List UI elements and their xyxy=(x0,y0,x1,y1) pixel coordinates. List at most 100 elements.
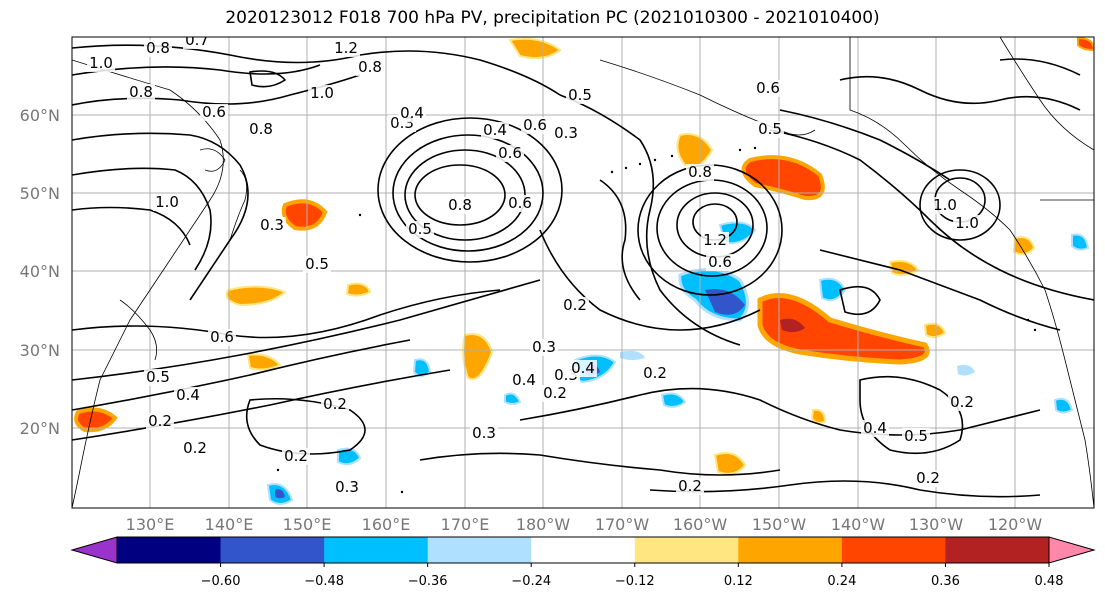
contour-label-bg xyxy=(146,413,174,430)
colorbar-right-arrow xyxy=(1049,537,1094,563)
contour-label-bg xyxy=(144,369,172,386)
colorbar-tick-label: −0.24 xyxy=(511,574,551,589)
lon-label: 130°E xyxy=(126,515,175,534)
lon-label: 140°E xyxy=(205,515,254,534)
lon-label: 170°W xyxy=(595,515,650,534)
contour-label: 0.4 xyxy=(512,371,536,389)
contour-label-bg xyxy=(208,329,236,346)
contour-label-bg xyxy=(701,232,729,249)
contour-label: 1.0 xyxy=(933,196,957,214)
figure-title: 2020123012 F018 700 hPa PV, precipitatio… xyxy=(225,8,880,28)
contour-label: 0.5 xyxy=(408,220,432,238)
contour-label: 0.4 xyxy=(176,386,200,404)
contour-label-bg xyxy=(754,80,782,97)
contour-label: 0.2 xyxy=(678,477,702,495)
contour-label: 0.8 xyxy=(249,120,273,138)
coastlines xyxy=(72,37,1094,508)
colorbar-frame xyxy=(116,536,1050,564)
graticule xyxy=(72,37,1094,508)
contour-label: 0.2 xyxy=(183,439,207,457)
contour-label: 0.3 xyxy=(532,338,556,356)
colorbar-tick-label: 0.12 xyxy=(724,574,753,589)
colorbar-segment xyxy=(945,537,1050,563)
colorbar-tick-label: −0.60 xyxy=(201,574,241,589)
contour-label-bg xyxy=(569,360,597,377)
contour-label: 1.2 xyxy=(334,39,358,57)
contour-label-bg xyxy=(948,394,976,411)
colorbar-segment xyxy=(634,537,739,563)
pv-contours xyxy=(72,44,1094,498)
contour-label-bg xyxy=(87,55,115,72)
contour-label: 0.2 xyxy=(643,364,667,382)
contour-label-bg xyxy=(953,215,981,232)
contour-label-bg xyxy=(566,87,594,104)
contour-label: 1.0 xyxy=(310,84,334,102)
map-content: 0.8 0.7 1.21.0 0.80.80.61.01.00.80.30.50.4 0… xyxy=(72,37,1094,508)
contour-label: 0.3 xyxy=(472,424,496,442)
lon-label: 150°E xyxy=(283,515,332,534)
colorbar-segment xyxy=(738,537,843,563)
lon-label: 150°W xyxy=(752,515,807,534)
contour-label: 0.8 xyxy=(146,39,170,57)
contour-label: 0.3 xyxy=(260,216,284,234)
latitude-labels: 60°N 50°N 40°N 30°N 20°N xyxy=(20,106,60,438)
contour-label-bg xyxy=(506,195,534,212)
colorbar-tick-label: 0.48 xyxy=(1035,574,1064,589)
colorbar-segment xyxy=(531,537,636,563)
colorbar-segment xyxy=(117,537,222,563)
contour-label-bg xyxy=(756,121,784,138)
lon-label: 180°W xyxy=(516,515,571,534)
lon-label: 140°W xyxy=(831,515,886,534)
contour-label: 0.6 xyxy=(756,79,780,97)
contour-label-bg xyxy=(356,59,384,76)
contour-label: 1.0 xyxy=(89,54,113,72)
longitude-labels: 130°E 140°E 150°E 160°E 170°E 180°W 170°… xyxy=(126,515,1043,534)
island-dots xyxy=(276,146,1037,494)
contour-label: 0.2 xyxy=(563,296,587,314)
contour-label: 0.5 xyxy=(146,368,170,386)
lat-label: 30°N xyxy=(20,341,60,360)
contour-label: 0.5 xyxy=(305,255,329,273)
contour-label: 0.4 xyxy=(863,419,887,437)
contour-label-bg xyxy=(127,84,155,101)
colorbar-tick-label: 0.24 xyxy=(827,574,856,589)
contour-label: 0.2 xyxy=(543,384,567,402)
contour-label-bg xyxy=(181,440,209,457)
lon-label: 160°E xyxy=(362,515,411,534)
precip-positive-areas xyxy=(74,37,1094,475)
contour-label: 1.0 xyxy=(955,214,979,232)
contour-label: 1.0 xyxy=(155,193,179,211)
contour-label: 0.4 xyxy=(571,359,595,377)
contour-label: 0.6 xyxy=(508,194,532,212)
contour-label: 0.2 xyxy=(284,447,308,465)
colorbar-segment xyxy=(324,537,429,563)
contour-label: 0.5 xyxy=(758,120,782,138)
contour-label-bg xyxy=(686,164,714,181)
contour-label-bg xyxy=(561,297,589,314)
contour-label-bg xyxy=(333,479,361,496)
contour-label-bg xyxy=(200,104,228,121)
contour-label: 0.8 xyxy=(448,196,472,214)
contour-label-bg xyxy=(332,40,360,57)
contour-label-bg xyxy=(258,217,286,234)
contour-label: 0.8 xyxy=(129,83,153,101)
contour-label-bg xyxy=(914,470,942,487)
contour-label: 0.3 xyxy=(335,478,359,496)
contour-label-bg xyxy=(541,385,569,402)
contour-label-bg xyxy=(552,125,580,142)
contour-label-bg xyxy=(676,478,704,495)
contour-label-bg xyxy=(496,145,524,162)
contour-label-bg xyxy=(183,37,211,49)
colorbar-tick-label: −0.48 xyxy=(304,574,344,589)
colorbar-segment xyxy=(220,537,325,563)
contour-label: 0.5 xyxy=(904,427,928,445)
lat-label: 50°N xyxy=(20,184,60,203)
contour-label-bg xyxy=(861,420,889,437)
contour-label: 0.8 xyxy=(358,58,382,76)
lon-label: 130°W xyxy=(909,515,964,534)
colorbar-segment xyxy=(841,537,946,563)
contour-label-bg xyxy=(510,372,538,389)
contour-label: 0.4 xyxy=(400,104,424,122)
contour-label: 0.6 xyxy=(202,103,226,121)
